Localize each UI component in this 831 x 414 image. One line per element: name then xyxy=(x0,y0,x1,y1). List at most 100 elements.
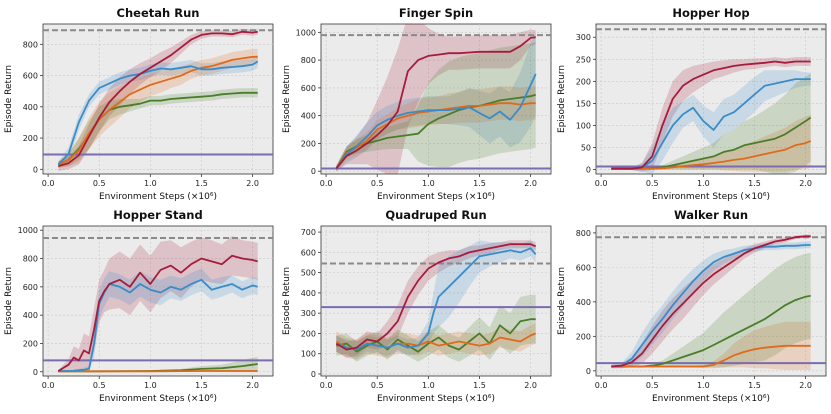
y-tick-label: 600 xyxy=(301,84,316,93)
y-tick-label: 250 xyxy=(576,55,591,64)
x-tick-label: 1.5 xyxy=(195,381,208,390)
y-axis-label: Episode Return xyxy=(557,267,567,335)
y-tick-label: 0 xyxy=(33,165,38,174)
y-tick-label: 800 xyxy=(576,229,591,238)
panel-hopper-stand: 0.0 0.5 1.0 1.5 2.0 0 200 400 600 800 1000 Hopper S… xyxy=(4,208,274,404)
x-tick-label: 0.0 xyxy=(42,179,55,188)
y-tick-label: 200 xyxy=(23,134,38,143)
series-line-1 xyxy=(335,73,537,169)
x-tick-label: 2.0 xyxy=(524,179,537,188)
x-axis-label: Environment Steps (×10⁶) xyxy=(99,394,217,404)
chart-title: Cheetah Run xyxy=(117,6,200,20)
y-axis-label: Episode Return xyxy=(4,65,14,133)
plot-content xyxy=(596,234,826,370)
series-line-0 xyxy=(611,235,811,368)
series-band-1 xyxy=(336,32,536,172)
y-tick-label: 400 xyxy=(576,298,591,307)
chart-title: Finger Spin xyxy=(399,6,473,20)
plot-content xyxy=(43,235,273,373)
y-tick-label: 200 xyxy=(301,139,316,148)
x-tick-label: 0.5 xyxy=(93,179,106,188)
x-tick-label: 0.5 xyxy=(646,381,659,390)
y-tick-label: 200 xyxy=(576,77,591,86)
x-tick-label: 1.0 xyxy=(144,381,157,390)
chart-title: Hopper Stand xyxy=(113,208,202,222)
plot-area xyxy=(595,225,827,377)
series-line-3 xyxy=(335,93,536,169)
plot-content xyxy=(321,24,551,174)
x-tick-label: 2.0 xyxy=(524,381,537,390)
series-band-1 xyxy=(58,268,258,372)
y-tick-label: 200 xyxy=(301,329,316,338)
series-band-0 xyxy=(58,235,258,372)
series-line-0 xyxy=(57,254,258,372)
x-tick-label: 0.0 xyxy=(595,381,608,390)
series-line-1 xyxy=(611,78,811,170)
series-line-1 xyxy=(58,278,258,372)
x-tick-label: 0.0 xyxy=(320,381,333,390)
chart-title: Quadruped Run xyxy=(385,208,486,222)
x-tick-label: 0.5 xyxy=(93,381,106,390)
series-line-0 xyxy=(58,30,258,168)
panel-walker-run: 0.0 0.5 1.0 1.5 2.0 0 200 400 600 800 Walker Run En… xyxy=(557,208,827,404)
y-tick-label: 400 xyxy=(23,311,38,320)
y-axis-label: Episode Return xyxy=(557,65,567,133)
series-band-1 xyxy=(611,70,811,174)
x-tick-label: 1.5 xyxy=(195,179,208,188)
series-band-0 xyxy=(336,240,536,358)
y-tick-label: 800 xyxy=(301,56,316,65)
series-line-1 xyxy=(611,244,811,368)
y-axis-label: Episode Return xyxy=(282,65,292,133)
x-tick-label: 1.0 xyxy=(697,381,710,390)
x-axis-label: Environment Steps (×10⁶) xyxy=(377,394,495,404)
y-tick-label: 800 xyxy=(23,255,38,264)
series-band-3 xyxy=(611,252,811,368)
y-tick-label: 600 xyxy=(301,248,316,257)
y-tick-label: 400 xyxy=(23,103,38,112)
series-line-0 xyxy=(335,243,537,351)
chart-title: Walker Run xyxy=(674,208,748,222)
y-tick-label: 0 xyxy=(586,367,591,376)
x-tick-label: 0.5 xyxy=(646,179,659,188)
series-band-2 xyxy=(611,321,811,370)
y-tick-label: 100 xyxy=(301,350,316,359)
x-axis-label: Environment Steps (×10⁶) xyxy=(377,192,495,202)
x-tick-label: 1.0 xyxy=(422,381,435,390)
y-tick-label: 1000 xyxy=(18,226,38,235)
x-tick-label: 2.0 xyxy=(246,381,259,390)
y-tick-label: 600 xyxy=(23,72,38,81)
y-tick-label: 150 xyxy=(576,99,591,108)
y-tick-label: 50 xyxy=(581,144,591,153)
y-tick-label: 600 xyxy=(576,263,591,272)
series-line-1 xyxy=(335,247,537,351)
y-tick-label: 300 xyxy=(301,309,316,318)
x-tick-label: 1.5 xyxy=(748,179,761,188)
panel-finger-spin: 0.0 0.5 1.0 1.5 2.0 0 200 400 600 800 1000 Finger S… xyxy=(282,6,552,202)
plot-content xyxy=(43,28,273,171)
x-tick-label: 1.0 xyxy=(422,179,435,188)
x-tick-label: 1.0 xyxy=(697,179,710,188)
x-tick-label: 0.5 xyxy=(371,381,384,390)
panel-quadruped-run: 0.0 0.5 1.0 1.5 2.0 0 100 200 300 400 500 600 700 Qua… xyxy=(282,208,552,404)
y-tick-label: 0 xyxy=(311,167,316,176)
y-tick-label: 100 xyxy=(576,121,591,130)
y-tick-label: 0 xyxy=(586,166,591,175)
y-tick-label: 0 xyxy=(311,370,316,379)
series-line-0 xyxy=(335,36,536,169)
plot-area xyxy=(42,225,274,377)
x-tick-label: 2.0 xyxy=(799,179,812,188)
series-band-0 xyxy=(611,234,811,369)
series-band-3 xyxy=(611,73,811,174)
y-tick-label: 300 xyxy=(576,33,591,42)
x-axis-label: Environment Steps (×10⁶) xyxy=(652,394,770,404)
series-band-1 xyxy=(336,240,536,358)
x-tick-label: 1.0 xyxy=(144,179,157,188)
y-tick-label: 800 xyxy=(23,40,38,49)
x-tick-label: 0.0 xyxy=(320,179,333,188)
series-line-0 xyxy=(611,60,811,170)
x-tick-label: 1.5 xyxy=(473,179,486,188)
series-line-1 xyxy=(57,60,259,166)
plot-content xyxy=(321,240,551,362)
x-tick-label: 1.5 xyxy=(748,381,761,390)
